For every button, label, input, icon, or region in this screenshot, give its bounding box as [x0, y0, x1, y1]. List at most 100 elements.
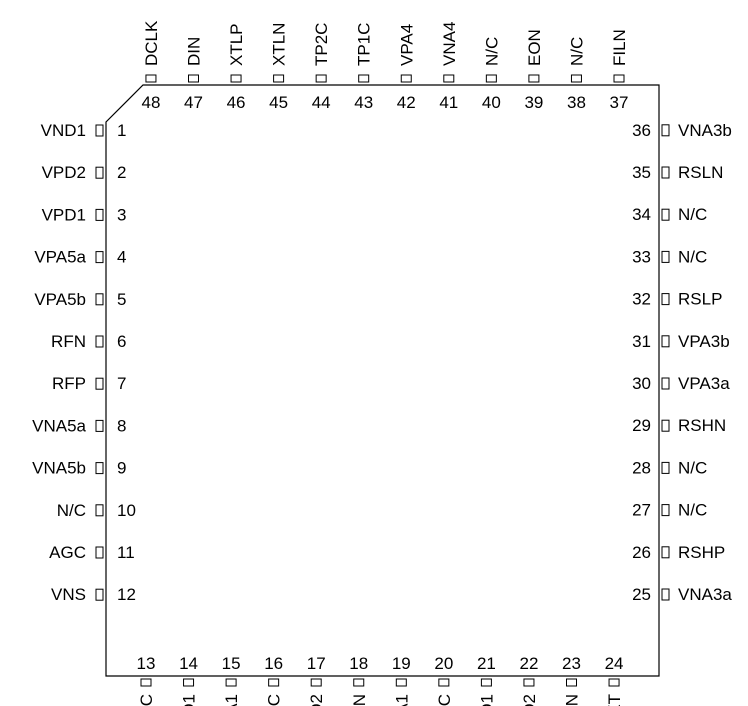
pin-pad: [566, 678, 577, 687]
pin-number-label: 15: [222, 654, 241, 673]
pin-name-label: IO2: [307, 694, 326, 706]
pin-number-label: 33: [632, 247, 651, 266]
pin-number-label: 32: [632, 290, 651, 309]
pin-name-label: TP2C: [312, 23, 331, 66]
pin-pad: [523, 678, 535, 687]
pin-pad: [95, 208, 104, 221]
pin-pad: [661, 588, 670, 601]
pin-number-label: 27: [632, 501, 651, 520]
pin-pad: [661, 250, 670, 263]
pin-number-label: 40: [482, 93, 501, 112]
pin-name-label: N/C: [265, 694, 284, 706]
pin-name-label: VNA1: [392, 694, 411, 706]
pin-20: 20 N/C: [434, 654, 453, 706]
pin-number-label: 5: [117, 290, 126, 309]
pin-pad: [95, 419, 104, 432]
pin-number-label: 30: [632, 374, 651, 393]
pin-11: AGC 11: [49, 543, 135, 562]
pin-pad: [95, 251, 104, 264]
pin-name-label: VPA5b: [34, 290, 86, 309]
pin-33: N/C 33: [632, 247, 707, 266]
pin-pad: [661, 419, 670, 432]
pin-pad: [145, 74, 157, 83]
pin-number-label: 12: [117, 585, 136, 604]
pin-number-label: 3: [117, 205, 126, 224]
pin-pad: [95, 377, 104, 390]
pin-name-label: N/C: [137, 694, 156, 706]
pin-name-label: N/C: [678, 247, 707, 266]
pin-pad: [661, 546, 670, 559]
pin-48: 48 DCLK: [141, 20, 160, 112]
pin-name-label: QO1: [477, 694, 496, 706]
pin-name-label: N/C: [435, 694, 454, 706]
pin-pad: [443, 74, 455, 83]
pin-pad: [528, 74, 540, 83]
pin-number-label: 17: [307, 654, 326, 673]
pin-pad: [480, 678, 492, 687]
pin-name-label: N/C: [678, 501, 707, 520]
pin-number-label: 20: [434, 654, 453, 673]
pin-47: 47 DIN: [184, 37, 203, 112]
pin-name-label: EON: [525, 29, 544, 66]
pin-26: RSHP 26: [632, 543, 725, 562]
pin-28: N/C 28: [632, 458, 707, 477]
pin-number-label: 29: [632, 416, 651, 435]
pin-pad: [95, 546, 104, 559]
pin-pad: [400, 74, 412, 83]
pin-10: N/C 10: [57, 501, 136, 520]
pin-pad: [438, 678, 450, 687]
pin-pad: [358, 74, 370, 83]
pin-number-label: 13: [137, 654, 156, 673]
pin-36: VNA3b 36: [632, 121, 732, 140]
pin-number-label: 9: [117, 459, 126, 478]
pin-name-label: XTLP: [227, 23, 246, 66]
pin-name-label: VPA4: [397, 24, 416, 66]
pin-15: 15 VPA1: [222, 654, 241, 706]
pin-number-label: 22: [519, 654, 538, 673]
pin-pad: [661, 124, 670, 137]
pin-name-label: N/C: [678, 458, 707, 477]
pin-name-label: VNA3a: [678, 585, 732, 604]
pin-pad: [661, 335, 670, 348]
pin-pad: [395, 678, 407, 687]
pin-pad: [140, 678, 152, 687]
pin-number-label: 25: [632, 585, 651, 604]
pin-9: VNA5b 9: [32, 459, 126, 478]
pin-pad: [608, 678, 620, 687]
pin-name-label: VNA5b: [32, 459, 86, 478]
pin-39: 39 EON: [524, 29, 543, 112]
pin-21: 21 QO1: [477, 654, 496, 706]
pin-number-label: 43: [354, 93, 373, 112]
pin-name-label: VPA1: [222, 694, 241, 706]
pin-number-label: 31: [632, 332, 651, 351]
pin-27: N/C 27: [632, 501, 707, 520]
pin-name-label: QIN: [563, 694, 582, 706]
pin-13: 13 N/C: [137, 654, 156, 706]
pin-name-label: RFP: [52, 374, 86, 393]
pin-number-label: 2: [117, 163, 126, 182]
pin-43: 43 TP1C: [354, 23, 373, 112]
pin-number-label: 28: [632, 458, 651, 477]
pin-12: VNS 12: [51, 585, 136, 604]
pin-name-label: VPA3b: [678, 332, 730, 351]
pin-name-label: AGC: [49, 543, 86, 562]
pin-pad: [273, 74, 285, 83]
pin-name-label: QO2: [520, 694, 539, 706]
pin-45: 45 XTLN: [269, 23, 288, 112]
pin-name-label: VPD1: [42, 205, 86, 224]
pin-pad: [661, 504, 670, 517]
pin-41: 41 VNA4: [439, 22, 458, 112]
pin-name-label: VPA3a: [678, 374, 730, 393]
pin-name-label: RXT: [605, 694, 624, 706]
pin-19: 19 VNA1: [392, 654, 411, 706]
pin-2: VPD2 2: [42, 163, 127, 182]
pin-pad: [95, 588, 104, 601]
pin-number-label: 21: [477, 654, 496, 673]
pin-name-label: N/C: [678, 205, 707, 224]
pin-name-label: RSLP: [678, 290, 722, 309]
pin-17: 17 IO2: [307, 654, 326, 706]
pin-pad: [95, 166, 104, 179]
pin-pad: [188, 74, 199, 83]
pin-name-label: RSHP: [678, 543, 725, 562]
